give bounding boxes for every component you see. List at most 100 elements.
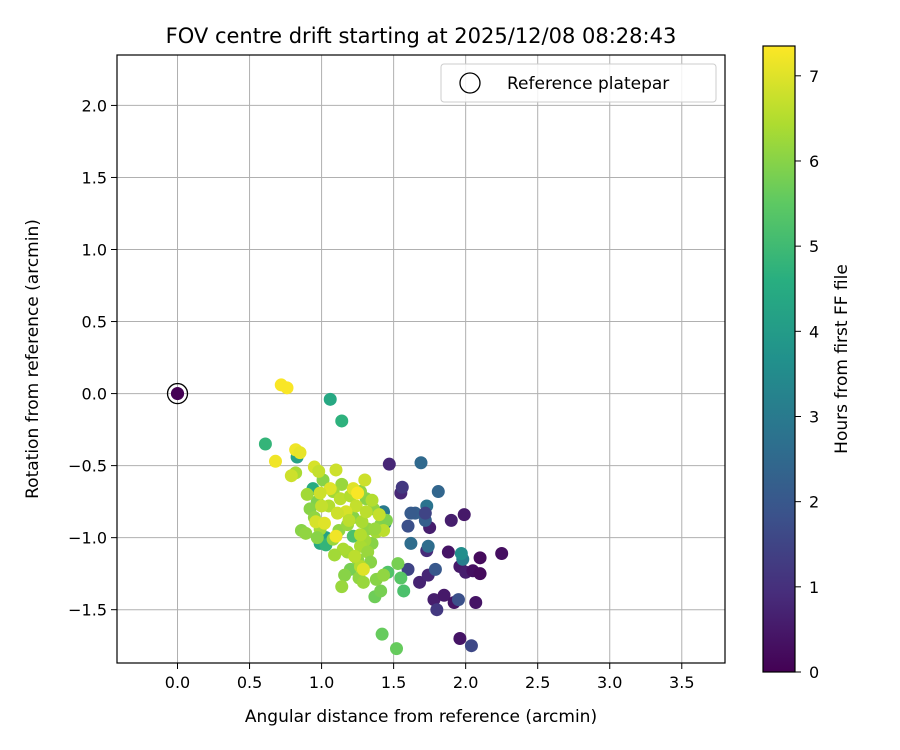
data-point <box>390 642 404 656</box>
data-point <box>268 454 282 468</box>
data-point <box>368 522 382 536</box>
grid-layer <box>117 55 725 663</box>
data-point <box>382 457 396 471</box>
colorbar-gradient <box>762 45 796 673</box>
data-point <box>328 548 342 562</box>
data-point <box>361 545 375 559</box>
data-point <box>457 508 471 522</box>
data-point <box>349 499 363 513</box>
data-point <box>395 480 409 494</box>
data-point <box>348 549 362 563</box>
data-point <box>356 562 370 576</box>
y-tick-label: 1.0 <box>82 241 107 260</box>
data-point <box>310 531 324 545</box>
y-tick-label: −1.0 <box>68 529 107 548</box>
data-point <box>375 627 389 641</box>
x-tick-label: 2.5 <box>525 673 550 692</box>
plot-frame <box>116 54 726 664</box>
colorbar-tick-label: 1 <box>809 578 819 597</box>
colorbar-tick-label: 3 <box>809 407 819 426</box>
data-point <box>293 446 307 460</box>
data-point <box>374 584 388 598</box>
data-point <box>330 506 344 520</box>
points-layer <box>166 378 509 656</box>
data-point <box>317 516 331 530</box>
data-point <box>280 381 294 395</box>
data-point <box>418 506 432 520</box>
y-tick-label: 2.0 <box>82 96 107 115</box>
data-point <box>444 513 458 527</box>
data-point <box>397 584 411 598</box>
y-tick-label: −1.5 <box>68 601 107 620</box>
data-point <box>323 482 337 496</box>
x-tick-label: 1.5 <box>381 673 406 692</box>
x-tick-label: 0.0 <box>165 673 190 692</box>
x-tick-label: 3.0 <box>597 673 622 692</box>
data-point <box>377 568 391 582</box>
y-tick-label: 1.5 <box>82 168 107 187</box>
colorbar-label: Hours from first FF file <box>832 264 852 454</box>
x-tick-label: 3.5 <box>669 673 694 692</box>
colorbar: 0 1 2 3 4 5 6 7 Hours from first FF file <box>762 45 852 682</box>
data-point <box>495 547 509 561</box>
data-point <box>335 477 349 491</box>
data-point <box>335 580 349 594</box>
y-tick-label: 0.0 <box>82 385 107 404</box>
data-point <box>427 593 441 607</box>
x-tick-label: 2.0 <box>453 673 478 692</box>
data-point <box>338 568 352 582</box>
data-point <box>329 529 343 543</box>
colorbar-tick-label: 6 <box>809 152 819 171</box>
data-point <box>464 639 478 653</box>
data-point <box>469 595 483 609</box>
x-axis: 0.0 0.5 1.0 1.5 2.0 2.5 3.0 3.5 <box>165 663 695 692</box>
data-point <box>312 464 326 478</box>
data-point <box>333 492 347 506</box>
data-point <box>454 547 468 561</box>
x-axis-label: Angular distance from reference (arcmin) <box>245 707 597 727</box>
data-point <box>391 557 405 571</box>
data-point <box>473 551 487 565</box>
colorbar-tick-label: 4 <box>809 322 819 341</box>
colorbar-tick-label: 0 <box>809 663 819 682</box>
legend-marker-reference <box>459 72 481 94</box>
data-point <box>401 519 415 533</box>
data-point <box>300 487 314 501</box>
y-axis: −1.5 −1.0 −0.5 0.0 0.5 1.0 1.5 2.0 <box>68 96 117 620</box>
reference-point <box>171 387 185 401</box>
data-point <box>284 469 298 483</box>
x-tick-label: 1.0 <box>309 673 334 692</box>
y-axis-label: Rotation from reference (arcmin) <box>23 219 43 499</box>
data-point <box>358 473 372 487</box>
colorbar-ticks: 0 1 2 3 4 5 6 7 <box>795 67 819 682</box>
data-point <box>372 508 386 522</box>
y-tick-label: −0.5 <box>68 457 107 476</box>
data-point <box>428 562 442 576</box>
data-point <box>394 571 408 585</box>
reference-platepar-marker <box>166 382 189 405</box>
chart-title: FOV centre drift starting at 2025/12/08 … <box>166 24 677 48</box>
data-point <box>353 528 367 542</box>
data-point <box>359 505 373 519</box>
data-point <box>351 486 365 500</box>
data-point <box>315 499 329 513</box>
legend-entry-reference-platepar: Reference platepar <box>507 74 669 94</box>
x-tick-label: 0.5 <box>237 673 262 692</box>
data-point <box>413 575 427 589</box>
y-tick-label: 0.5 <box>82 313 107 332</box>
data-point <box>441 545 455 559</box>
data-point <box>356 575 370 589</box>
data-point <box>299 526 313 540</box>
data-point <box>329 463 343 477</box>
data-point <box>453 632 467 646</box>
legend-box <box>440 63 717 103</box>
data-point <box>365 493 379 507</box>
data-point <box>342 513 356 527</box>
data-point <box>313 486 327 500</box>
data-point <box>421 539 435 553</box>
data-point <box>430 603 444 617</box>
colorbar-tick-label: 7 <box>809 67 819 86</box>
data-point <box>414 456 428 470</box>
data-point <box>437 588 451 602</box>
